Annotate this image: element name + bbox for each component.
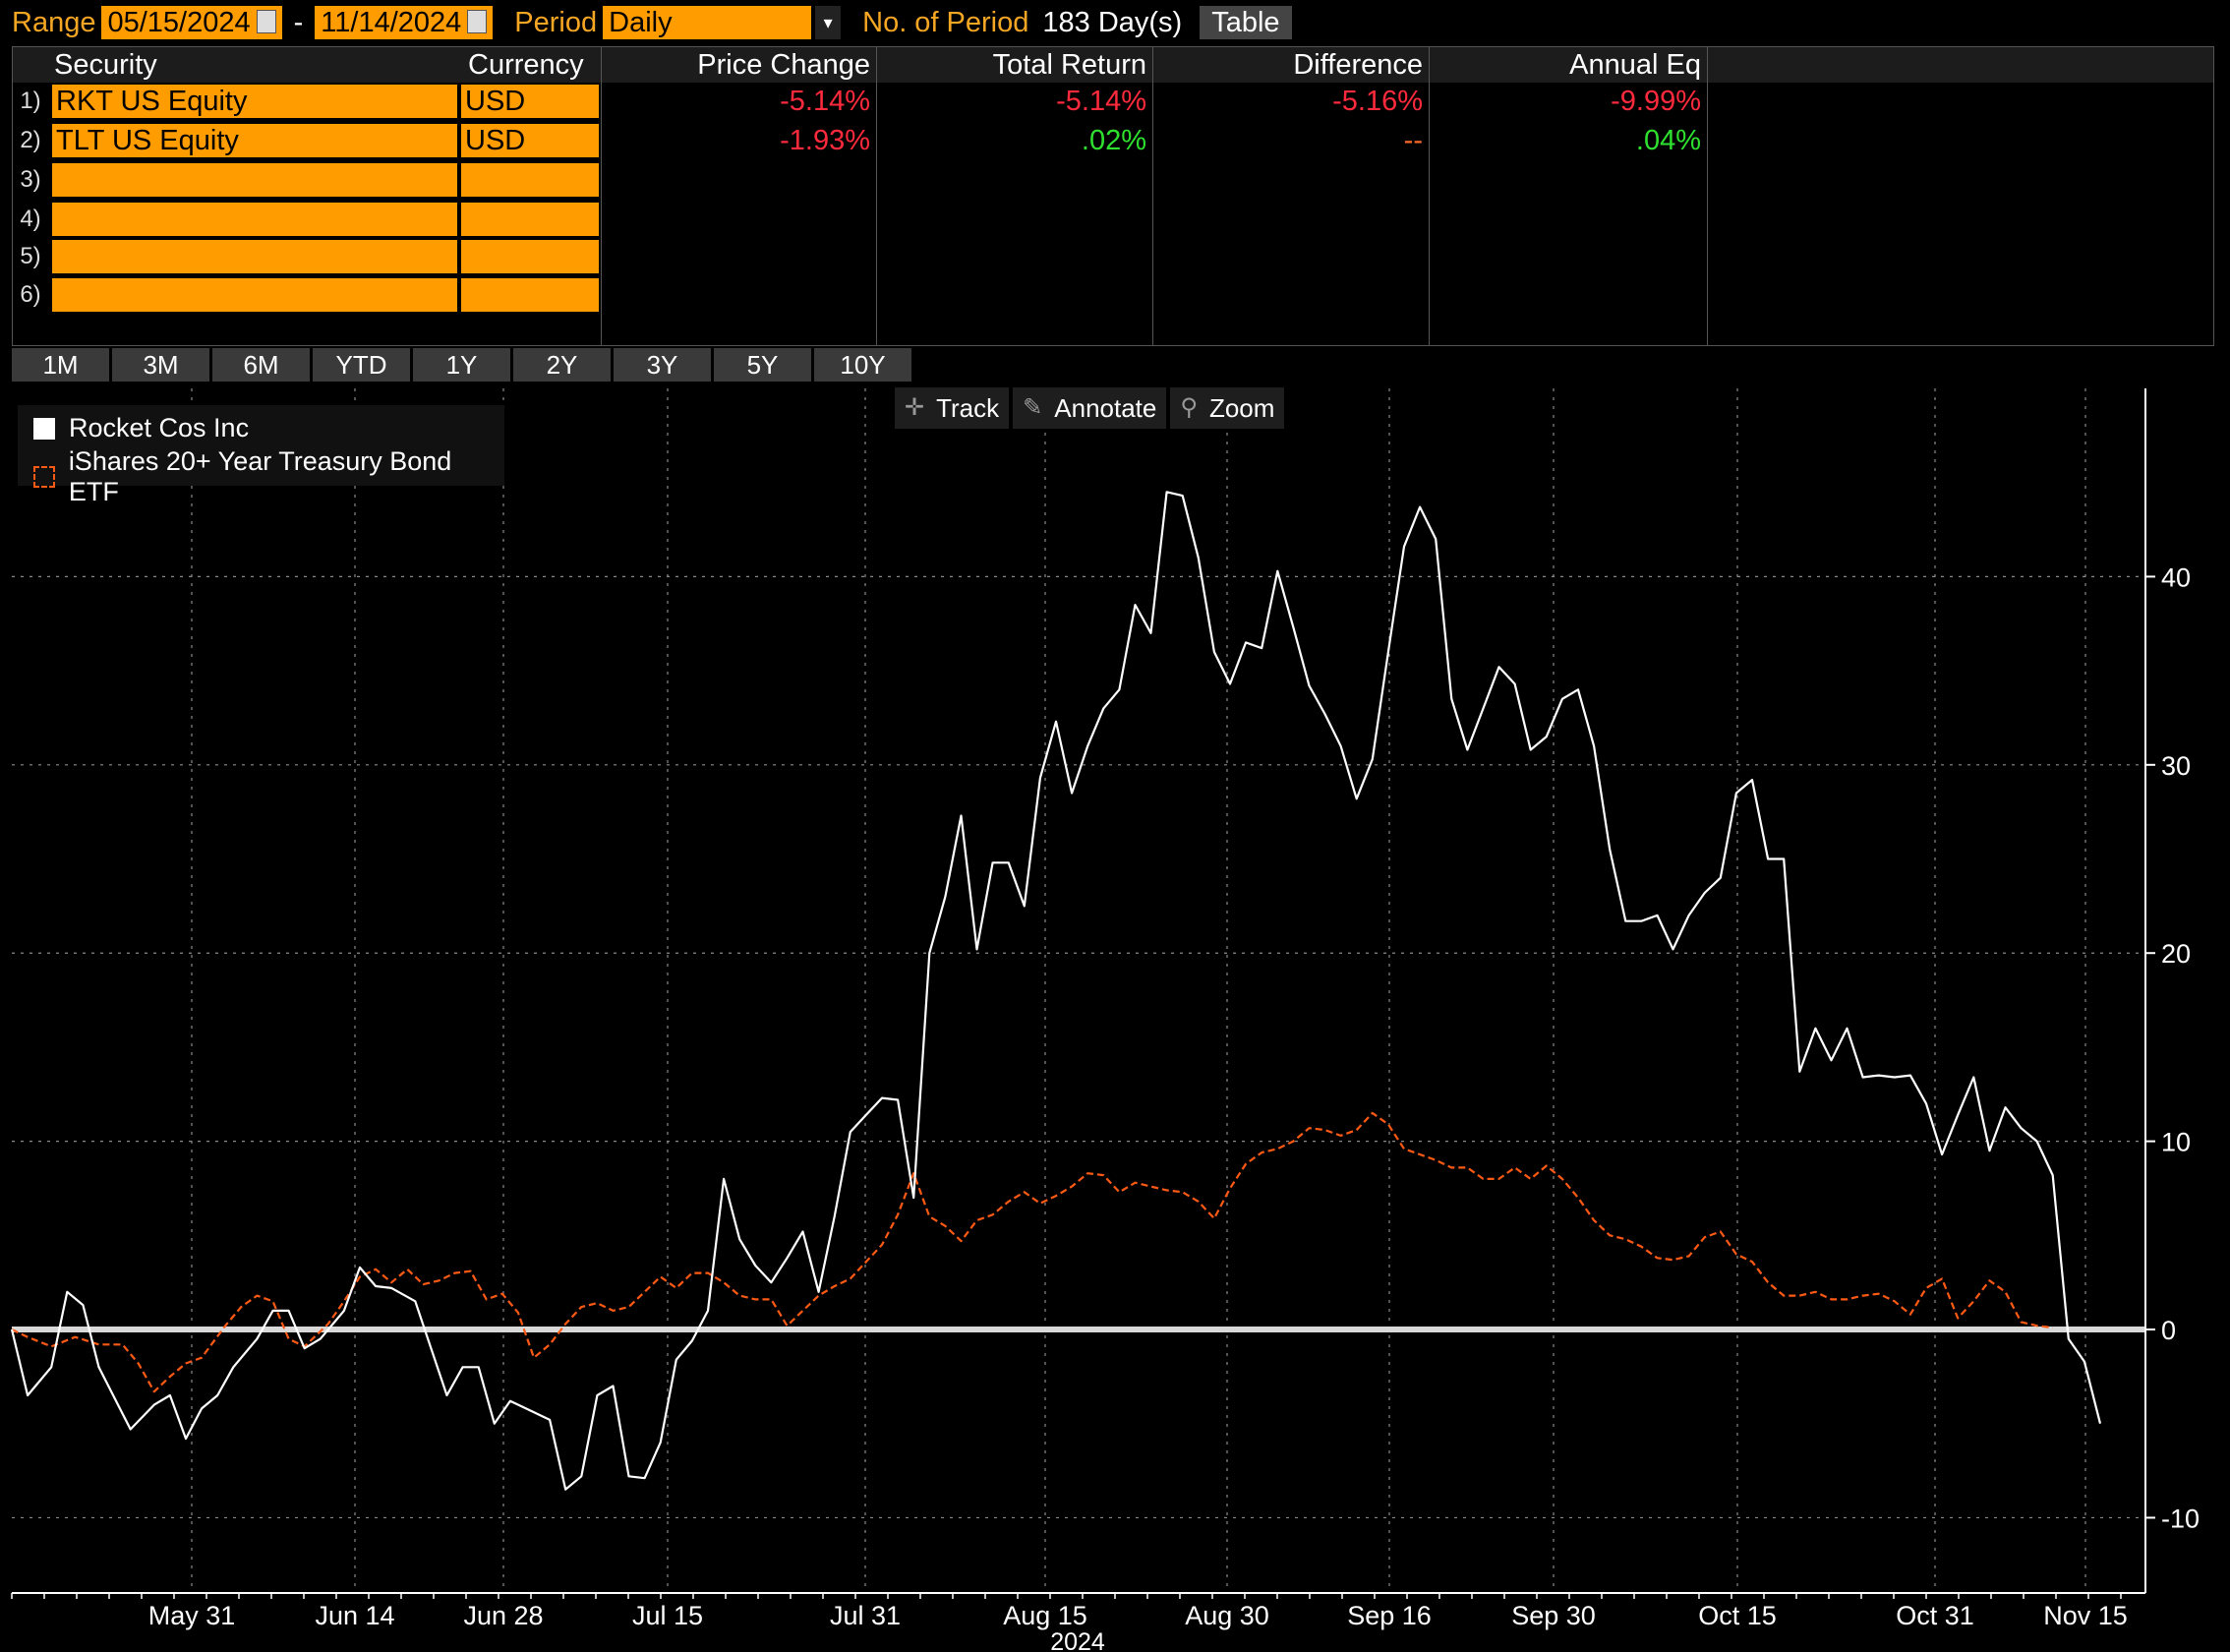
chart-legend: Rocket Cos Inc iShares 20+ Year Treasury… xyxy=(18,405,504,506)
legend-item-tlt[interactable]: iShares 20+ Year Treasury Bond ETF xyxy=(33,446,504,507)
row-number: 3) xyxy=(20,166,41,193)
track-button[interactable]: ✛ Track xyxy=(895,387,1010,429)
period-button-10y[interactable]: 10Y xyxy=(814,348,911,382)
x-tick-label: Jul 31 xyxy=(830,1601,901,1630)
period-button-1y[interactable]: 1Y xyxy=(413,348,510,382)
price-change-value: -1.93% xyxy=(780,125,870,156)
x-tick-label: Aug 15 xyxy=(1003,1601,1087,1630)
magnifier-icon: ⚲ xyxy=(1180,394,1198,421)
column-divider xyxy=(1152,47,1153,345)
legend-label: iShares 20+ Year Treasury Bond ETF xyxy=(68,446,452,506)
row-number: 2) xyxy=(20,127,41,153)
chevron-down-icon[interactable]: ▾ xyxy=(815,6,842,39)
currency-cell-empty[interactable] xyxy=(461,203,599,236)
crosshair-icon: ✛ xyxy=(905,394,925,421)
num-periods-value: 183 Day(s) xyxy=(1042,6,1183,38)
end-date-field[interactable]: 11/14/2024 xyxy=(315,6,494,39)
range-label: Range xyxy=(12,6,96,38)
y-tick-label: 40 xyxy=(2161,562,2191,592)
securities-table: Security Currency Price Change Total Ret… xyxy=(12,46,2214,346)
security-cell-empty[interactable] xyxy=(52,278,457,312)
y-tick-label: 20 xyxy=(2161,939,2191,969)
total-return-value: -5.14% xyxy=(1056,86,1146,117)
calendar-icon[interactable] xyxy=(467,10,488,34)
period-button-3m[interactable]: 3M xyxy=(112,348,209,382)
security-cell-empty[interactable] xyxy=(52,203,457,236)
legend-item-rkt[interactable]: Rocket Cos Inc xyxy=(33,413,249,443)
period-button-2y[interactable]: 2Y xyxy=(513,348,611,382)
annual-eq-value: .04% xyxy=(1635,125,1701,156)
x-tick-label: Jun 28 xyxy=(463,1601,543,1630)
table-button[interactable]: Table xyxy=(1200,6,1292,39)
currency-cell-empty[interactable] xyxy=(461,163,599,197)
row-number: 6) xyxy=(20,281,41,308)
legend-swatch xyxy=(33,466,55,488)
y-tick-label: 30 xyxy=(2161,751,2191,781)
x-tick-label: May 31 xyxy=(148,1601,236,1630)
y-tick-label: 0 xyxy=(2161,1316,2176,1345)
header-security[interactable]: Security xyxy=(13,47,458,83)
period-select[interactable]: Daily xyxy=(603,6,812,39)
zoom-button[interactable]: ⚲ Zoom xyxy=(1170,387,1285,429)
annotate-button[interactable]: ✎ Annotate xyxy=(1013,387,1167,429)
pencil-icon: ✎ xyxy=(1023,394,1043,421)
x-tick-label: Jul 15 xyxy=(632,1601,703,1630)
annual-eq-value: -9.99% xyxy=(1611,86,1701,117)
header-annual-eq[interactable]: Annual Eq xyxy=(1429,47,1707,83)
column-divider xyxy=(876,47,877,345)
period-button-3y[interactable]: 3Y xyxy=(614,348,711,382)
header-price-change[interactable]: Price Change xyxy=(601,47,876,83)
column-divider xyxy=(601,47,602,345)
x-tick-label: Aug 30 xyxy=(1185,1601,1269,1630)
period-label: Period xyxy=(514,6,598,38)
header-empty xyxy=(1707,47,2213,83)
x-tick-label: Jun 14 xyxy=(315,1601,394,1630)
num-periods-label: No. of Period xyxy=(862,6,1029,38)
legend-label: Rocket Cos Inc xyxy=(69,413,250,442)
start-date-field[interactable]: 05/15/2024 xyxy=(101,6,282,39)
currency-cell-empty[interactable] xyxy=(461,278,599,312)
price-change-value: -5.14% xyxy=(780,86,870,117)
toolbar: Range 05/15/2024 - 11/14/2024 Period Dai… xyxy=(0,0,2230,45)
row-number: 5) xyxy=(20,243,41,269)
x-axis-label: 2024 xyxy=(1050,1628,1105,1652)
x-tick-label: Nov 15 xyxy=(2043,1601,2128,1630)
range-dash: - xyxy=(293,6,304,38)
currency-cell[interactable]: USD xyxy=(461,124,599,157)
row-number: 4) xyxy=(20,206,41,232)
period-buttons: 1M 3M 6M YTD 1Y 2Y 3Y 5Y 10Y xyxy=(12,348,914,384)
period-button-ytd[interactable]: YTD xyxy=(313,348,410,382)
period-button-1m[interactable]: 1M xyxy=(12,348,109,382)
calendar-icon[interactable] xyxy=(256,10,276,34)
header-currency[interactable]: Currency xyxy=(458,47,601,83)
x-tick-label: Sep 30 xyxy=(1511,1601,1596,1630)
security-cell[interactable]: RKT US Equity xyxy=(52,85,457,118)
currency-cell[interactable]: USD xyxy=(461,85,599,118)
header-total-return[interactable]: Total Return xyxy=(876,47,1152,83)
row-number: 1) xyxy=(20,88,41,114)
x-tick-label: Oct 15 xyxy=(1698,1601,1777,1630)
period-button-5y[interactable]: 5Y xyxy=(714,348,811,382)
series-line-tlt xyxy=(11,1111,2053,1393)
series-line-rkt xyxy=(10,491,2102,1491)
total-return-value: .02% xyxy=(1081,125,1146,156)
chart-tools: ✛ Track ✎ Annotate ⚲ Zoom xyxy=(895,387,1288,429)
y-tick-label: -10 xyxy=(2161,1504,2200,1533)
difference-value: -- xyxy=(1403,125,1423,156)
y-tick-label: 10 xyxy=(2161,1128,2191,1157)
legend-swatch xyxy=(33,417,55,440)
x-tick-label: Sep 16 xyxy=(1347,1601,1432,1630)
difference-value: -5.16% xyxy=(1332,86,1423,117)
column-divider xyxy=(1707,47,1708,345)
x-tick-label: Oct 31 xyxy=(1896,1601,1974,1630)
currency-cell-empty[interactable] xyxy=(461,240,599,273)
security-cell-empty[interactable] xyxy=(52,240,457,273)
header-difference[interactable]: Difference xyxy=(1152,47,1429,83)
column-divider xyxy=(1429,47,1430,345)
security-cell-empty[interactable] xyxy=(52,163,457,197)
period-button-6m[interactable]: 6M xyxy=(212,348,310,382)
security-cell[interactable]: TLT US Equity xyxy=(52,124,457,157)
